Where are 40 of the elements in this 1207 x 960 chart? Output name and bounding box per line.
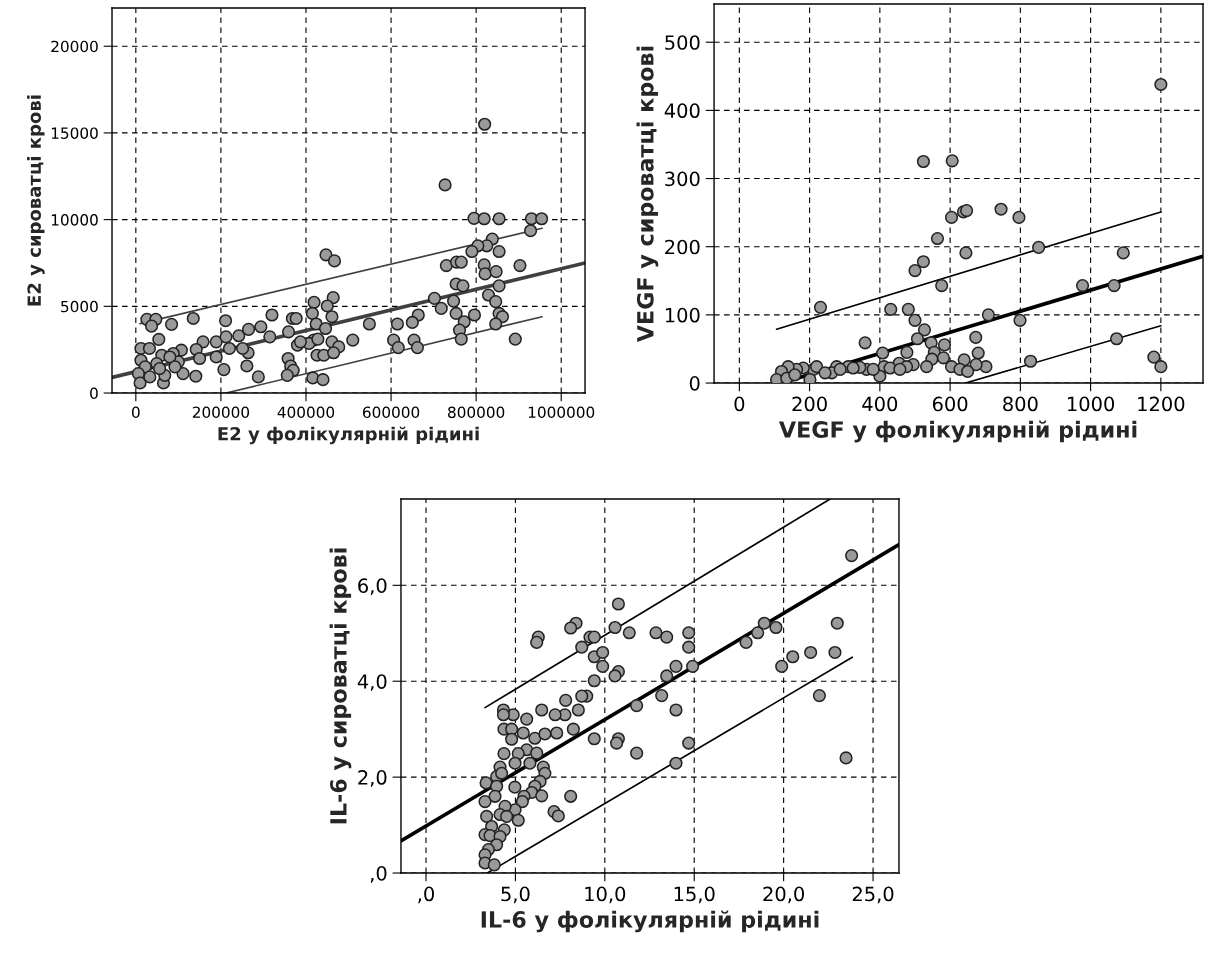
y-tick-label: 4,0 [357, 674, 387, 691]
x-tick-label: 800000 [448, 406, 505, 419]
x-tick-label: 15,0 [674, 886, 715, 904]
x-tick-label: 400 [862, 396, 898, 412]
x-tick-label: 800 [1003, 396, 1038, 412]
x-tick-label: 1000 [1068, 396, 1115, 412]
x-tick-label: 200000 [192, 406, 250, 419]
x-tick-label: 0 [131, 406, 140, 419]
x-tick-label: 600000 [362, 406, 420, 419]
y-tick-label: 15000 [51, 127, 98, 139]
x-tick-label: 1000000 [528, 406, 595, 419]
x-axis-title: E2 у фолікулярній рідині [218, 426, 479, 445]
x-axis-title: IL-6 у фолікулярній рідині [481, 910, 819, 933]
y-axis-title: VEGF у сироватці крові [636, 46, 659, 343]
y-tick-label: 20000 [51, 40, 98, 53]
x-axis-title: VEGF у фолікулярній рідині [779, 420, 1137, 443]
y-axis-title: E2 у сироватці крові [27, 95, 45, 306]
x-tick-label: 25,0 [852, 886, 894, 904]
x-tick-label: 20,0 [763, 886, 804, 904]
y-tick-label: 500 [665, 35, 700, 50]
y-tick-label: 6,0 [358, 578, 387, 595]
x-tick-label: 0 [734, 396, 745, 412]
x-tick-label: ,0 [418, 886, 434, 904]
x-tick-label: 600 [932, 396, 968, 412]
x-tick-label: 400000 [277, 406, 335, 419]
y-tick-label: 0 [90, 387, 98, 400]
x-tick-label: 5,0 [501, 886, 530, 904]
y-tick-label: ,0 [370, 865, 387, 883]
x-tick-label: 200 [792, 396, 827, 412]
y-tick-label: 400 [664, 103, 700, 119]
x-tick-label: 1200 [1138, 396, 1185, 412]
y-tick-label: 0 [689, 376, 700, 391]
y-tick-label: 100 [665, 307, 700, 323]
y-tick-label: 10000 [51, 214, 98, 226]
x-tick-label: 10,0 [585, 886, 626, 904]
y-tick-label: 300 [665, 171, 700, 187]
y-axis-title: IL-6 у сироватці крові [329, 548, 352, 824]
y-tick-label: 2,0 [358, 770, 387, 787]
y-tick-label: 5000 [61, 300, 98, 313]
y-tick-label: 200 [665, 239, 700, 255]
